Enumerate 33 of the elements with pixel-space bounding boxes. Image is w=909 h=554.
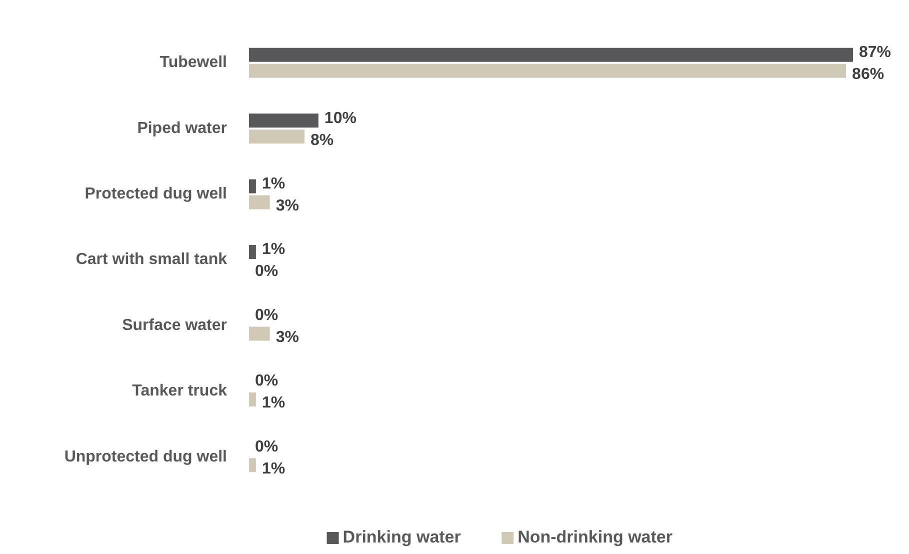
data-label: 0% <box>255 306 278 324</box>
legend-label: Drinking water <box>342 527 462 546</box>
y-tick-label: Piped water <box>137 120 227 137</box>
bar <box>249 326 270 341</box>
bar <box>249 245 256 259</box>
data-label: 0% <box>255 263 278 280</box>
data-label: 3% <box>276 328 299 346</box>
data-label: 87% <box>859 44 892 62</box>
y-tick-label: Unprotected dug well <box>64 448 227 466</box>
y-tick-label: Protected dug well <box>84 186 227 203</box>
data-label: 1% <box>262 241 286 258</box>
data-label: 0% <box>255 372 278 390</box>
bar <box>249 64 846 78</box>
data-label: 3% <box>276 198 299 215</box>
data-label: 0% <box>255 438 278 456</box>
data-label: 1% <box>262 460 286 478</box>
legend-label: Non-drinking water <box>518 527 673 546</box>
bar <box>249 179 256 194</box>
bar <box>249 195 270 210</box>
data-label: 1% <box>262 176 286 193</box>
data-label: 1% <box>262 394 286 412</box>
bar <box>249 114 318 128</box>
bar <box>249 48 853 62</box>
data-label: 86% <box>852 66 884 84</box>
y-tick-label: Surface water <box>122 316 227 334</box>
bar <box>249 130 305 144</box>
y-tick-label: Cart with small tank <box>76 251 228 268</box>
y-tick-label: Tubewell <box>160 54 227 72</box>
data-label: 10% <box>324 110 356 127</box>
bar <box>249 458 256 472</box>
bar <box>249 392 256 406</box>
data-label: 8% <box>310 132 334 149</box>
y-tick-label: Tanker truck <box>132 382 228 400</box>
